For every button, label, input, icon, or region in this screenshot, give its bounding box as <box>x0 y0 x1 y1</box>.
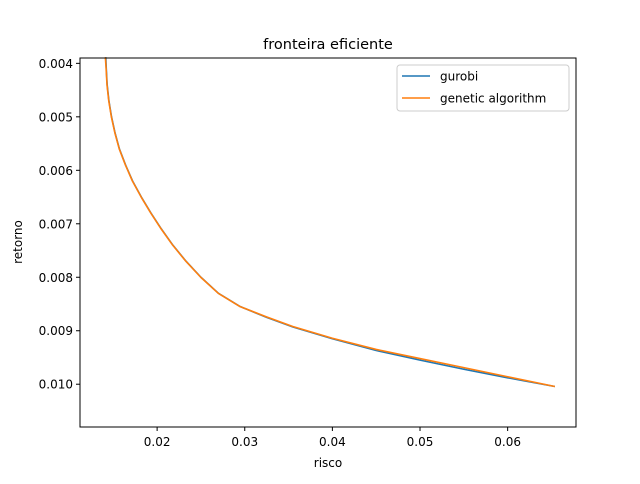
x-tick-label: 0.06 <box>494 435 521 449</box>
plot-area <box>104 57 556 388</box>
legend-label-genetic-algorithm: genetic algorithm <box>440 92 546 106</box>
axes: 0.02 0.03 0.04 0.05 0.06 0.0040.0050.0060.00… <box>39 57 577 449</box>
chart-title: fronteira eficiente <box>263 37 393 53</box>
series-line-genetic-algorithm <box>104 57 556 388</box>
x-tick-label: 0.04 <box>319 435 346 449</box>
y-tick-label: 0.010 <box>39 378 73 392</box>
x-axis-label: risco <box>314 456 342 470</box>
x-tick-label: 0.03 <box>231 435 258 449</box>
x-axis-ticks: 0.02 0.03 0.04 0.05 0.06 <box>144 427 521 449</box>
y-tick-label: 0.006 <box>39 164 73 178</box>
x-tick-label: 0.02 <box>144 435 171 449</box>
x-tick-label: 0.05 <box>407 435 434 449</box>
y-tick-label: 0.009 <box>39 324 73 338</box>
y-axis-label: retorno <box>11 220 25 264</box>
legend: gurobi genetic algorithm <box>396 64 570 112</box>
y-tick-label: 0.004 <box>39 57 73 71</box>
y-tick-label: 0.005 <box>39 110 73 124</box>
y-tick-label: 0.007 <box>39 217 73 231</box>
legend-box <box>396 64 570 112</box>
y-tick-label: 0.008 <box>39 271 73 285</box>
plot-frame <box>79 57 577 428</box>
y-axis-ticks: 0.004 0.005 0.006 0.007 0.008 0.009 0.010 <box>39 57 80 392</box>
legend-label-gurobi: gurobi <box>440 70 478 84</box>
